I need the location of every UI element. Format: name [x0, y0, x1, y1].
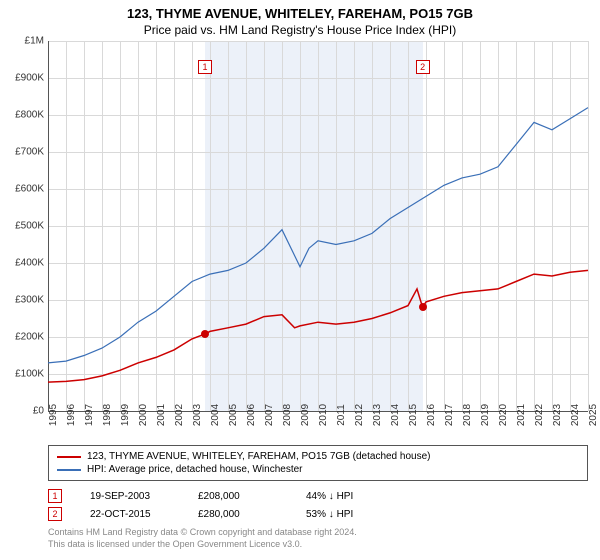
transaction-date: 19-SEP-2003	[90, 491, 170, 502]
chart-title: 123, THYME AVENUE, WHITELEY, FAREHAM, PO…	[0, 0, 600, 21]
chart-svg	[48, 41, 588, 411]
y-tick-label: £800K	[15, 110, 48, 121]
transaction-date: 22-OCT-2015	[90, 509, 170, 520]
y-tick-label: £900K	[15, 73, 48, 84]
transaction-row-marker: 1	[48, 489, 62, 503]
transaction-delta: 53% ↓ HPI	[306, 509, 386, 520]
footer-attribution: Contains HM Land Registry data © Crown c…	[48, 527, 588, 550]
y-tick-label: £400K	[15, 258, 48, 269]
footer-line: Contains HM Land Registry data © Crown c…	[48, 527, 588, 539]
transaction-dot	[201, 330, 209, 338]
legend-item: HPI: Average price, detached house, Winc…	[57, 463, 579, 476]
y-tick-label: £600K	[15, 184, 48, 195]
legend-item: 123, THYME AVENUE, WHITELEY, FAREHAM, PO…	[57, 450, 579, 463]
transaction-price: £280,000	[198, 509, 278, 520]
y-tick-label: £700K	[15, 147, 48, 158]
transaction-marker: 1	[198, 60, 212, 74]
x-tick-label: 2025	[588, 404, 599, 426]
y-tick-label: £1M	[25, 36, 48, 47]
legend-label: HPI: Average price, detached house, Winc…	[87, 464, 303, 475]
series-hpi	[48, 108, 588, 363]
y-tick-label: £0	[33, 406, 48, 417]
chart-container: 123, THYME AVENUE, WHITELEY, FAREHAM, PO…	[0, 0, 600, 560]
transaction-dot	[419, 303, 427, 311]
transaction-delta: 44% ↓ HPI	[306, 491, 386, 502]
transaction-price: £208,000	[198, 491, 278, 502]
y-tick-label: £100K	[15, 369, 48, 380]
y-tick-label: £500K	[15, 221, 48, 232]
legend-label: 123, THYME AVENUE, WHITELEY, FAREHAM, PO…	[87, 451, 430, 462]
chart-subtitle: Price paid vs. HM Land Registry's House …	[0, 21, 600, 41]
footer-line: This data is licensed under the Open Gov…	[48, 539, 588, 551]
transaction-row-marker: 2	[48, 507, 62, 521]
transaction-row: 2 22-OCT-2015 £280,000 53% ↓ HPI	[48, 505, 588, 523]
transaction-row: 1 19-SEP-2003 £208,000 44% ↓ HPI	[48, 487, 588, 505]
y-tick-label: £200K	[15, 332, 48, 343]
transactions-table: 1 19-SEP-2003 £208,000 44% ↓ HPI 2 22-OCT-201…	[48, 487, 588, 523]
legend-swatch	[57, 456, 81, 458]
chart-plot-area: £0£100K£200K£300K£400K£500K£600K£700K£80…	[48, 41, 588, 411]
gridline	[588, 41, 589, 411]
y-tick-label: £300K	[15, 295, 48, 306]
series-property	[48, 270, 588, 382]
legend-swatch	[57, 469, 81, 471]
legend: 123, THYME AVENUE, WHITELEY, FAREHAM, PO…	[48, 445, 588, 481]
transaction-marker: 2	[416, 60, 430, 74]
